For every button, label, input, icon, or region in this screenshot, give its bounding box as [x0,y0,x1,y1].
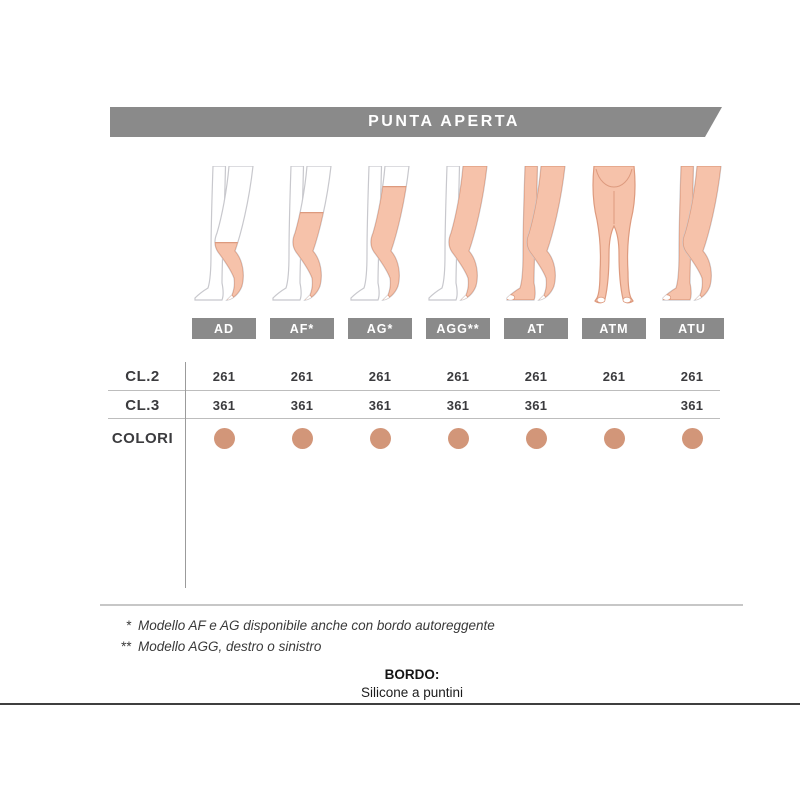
color-dot [603,427,625,449]
size-value-cl3-at: 361 [524,397,548,413]
footnote: * Modello AF e AG disponibile anche con … [105,615,495,636]
legs-illustration [506,166,566,301]
leg-figure-at [497,166,575,306]
legs-illustration [272,166,332,301]
size-value-cl2-ad: 261 [212,369,236,384]
row-label-colori: COLORI [111,429,174,447]
color-dot-cell [341,419,419,457]
footnote: ** Modello AGG, destro o sinistro [105,636,495,657]
section-banner: PUNTA APERTA [110,107,722,137]
size-value-cl2-atu: 261 [680,369,704,384]
size-value-cl3-atu: 361 [680,397,704,413]
size-value-cl2-agg: 261 [446,369,470,384]
color-dot [369,427,391,449]
size-value-cl3-ad: 361 [212,397,236,413]
leg-figure-agg [419,166,497,306]
row-label-cl2: CL.2 [125,368,160,385]
model-badge-ag: AG* [348,318,412,339]
footnote-text: Modello AGG, destro o sinistro [138,639,322,654]
legs-illustration [662,166,722,301]
bordo-title: BORDO: [384,667,440,682]
table-row-cl3: CL.3 361 361 361 361 361 361 [100,391,731,419]
model-badges-row: AD AF* AG* AGG** AT ATM ATU [185,318,731,339]
size-value-cl3-af: 361 [290,397,314,413]
legs-illustration [592,166,636,304]
size-value-cl3-ag: 361 [368,397,392,413]
model-badge-af: AF* [270,318,334,339]
size-value-cl3-atm [575,391,653,419]
model-badge-atm: ATM [582,318,646,339]
footnotes: * Modello AF e AG disponibile anche con … [105,615,495,657]
color-dot-cell [575,419,653,457]
color-dot-cell [497,419,575,457]
row-values-cl3: 361 361 361 361 361 361 [185,391,731,419]
leg-figure-ad [185,166,263,306]
color-dot-cell [653,419,731,457]
bottom-divider-line [0,703,800,705]
color-dot [291,427,313,449]
footnote-marker: * [125,618,131,633]
table-divider-line [108,418,720,419]
row-label-cl3: CL.3 [125,396,160,414]
leg-illustrations-row [185,166,731,306]
legs-illustration [350,166,410,301]
bordo-subtitle: Silicone a puntini [360,685,464,700]
leg-figure-atm [575,166,653,306]
color-dot [525,427,547,449]
bordo-block: BORDO: Silicone a puntini [12,667,800,700]
leg-figure-ag [341,166,419,306]
footnote-text: Modello AF e AG disponibile anche con bo… [138,618,495,633]
leg-figure-atu [653,166,731,306]
row-values-colori [185,419,731,457]
model-badge-ad: AD [192,318,256,339]
footnotes-separator-line [100,604,743,606]
row-values-cl2: 261 261 261 261 261 261 261 [185,362,731,391]
size-value-cl2-atm: 261 [602,369,626,384]
model-badge-atu: ATU [660,318,724,339]
table-divider-line [108,390,720,391]
size-value-cl2-ag: 261 [368,369,392,384]
color-dot [213,427,235,449]
table-row-cl2: CL.2 261 261 261 261 261 261 261 [100,362,731,391]
size-value-cl2-af: 261 [290,369,314,384]
legs-illustration [428,166,488,301]
model-badge-at: AT [504,318,568,339]
legs-illustration [194,166,254,301]
section-title: PUNTA APERTA [368,113,520,130]
model-badge-agg: AGG** [426,318,490,339]
size-value-cl3-agg: 361 [446,397,470,413]
color-dot-cell [185,419,263,457]
color-dot [447,427,469,449]
table-row-colori: COLORI [100,419,731,457]
leg-figure-af [263,166,341,306]
color-dot [681,427,703,449]
footnote-marker: ** [120,639,131,654]
table-vertical-divider [185,362,186,588]
color-dot-cell [263,419,341,457]
size-value-cl2-at: 261 [524,369,548,384]
color-dot-cell [419,419,497,457]
